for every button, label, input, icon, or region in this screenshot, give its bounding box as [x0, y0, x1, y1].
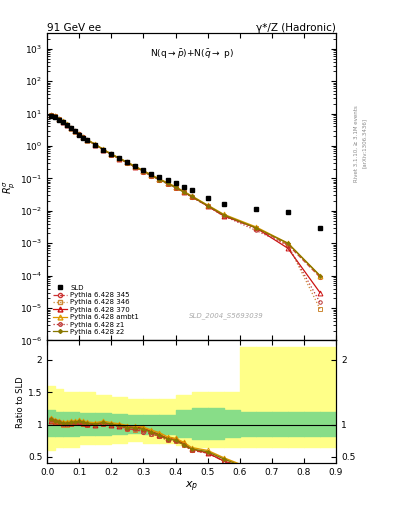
- Text: N(q$\rightarrow\bar{p}$)+N($\bar{q}\rightarrow$ p): N(q$\rightarrow\bar{p}$)+N($\bar{q}\righ…: [150, 47, 233, 60]
- Text: [arXiv:1306.3436]: [arXiv:1306.3436]: [362, 118, 367, 168]
- Text: SLD_2004_S5693039: SLD_2004_S5693039: [189, 312, 264, 319]
- Text: 91 GeV ee: 91 GeV ee: [47, 23, 101, 32]
- Text: γ*/Z (Hadronic): γ*/Z (Hadronic): [256, 23, 336, 32]
- Y-axis label: Ratio to SLD: Ratio to SLD: [16, 376, 25, 428]
- Legend: SLD, Pythia 6.428 345, Pythia 6.428 346, Pythia 6.428 370, Pythia 6.428 ambt1, P: SLD, Pythia 6.428 345, Pythia 6.428 346,…: [51, 283, 141, 337]
- X-axis label: $x_p$: $x_p$: [185, 480, 198, 495]
- Text: Rivet 3.1.10, ≥ 3.1M events: Rivet 3.1.10, ≥ 3.1M events: [354, 105, 359, 182]
- Y-axis label: $R_p^\sigma$: $R_p^\sigma$: [1, 180, 17, 194]
